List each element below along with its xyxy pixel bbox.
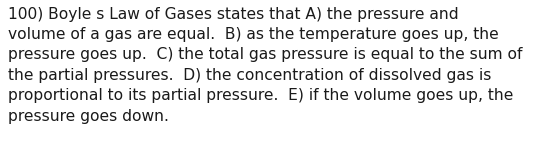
Text: 100) Boyle s Law of Gases states that A) the pressure and
volume of a gas are eq: 100) Boyle s Law of Gases states that A)… bbox=[8, 7, 523, 124]
